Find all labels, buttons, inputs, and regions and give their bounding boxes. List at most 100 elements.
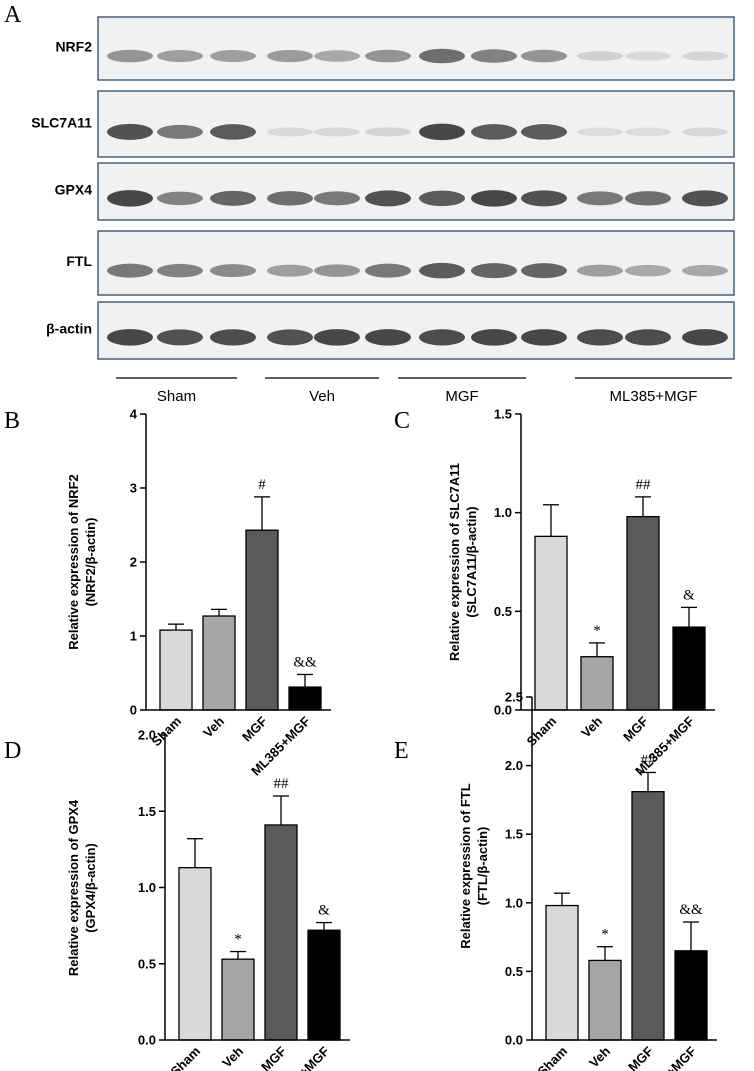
y-tick-label: 0.5 xyxy=(494,604,512,619)
category-label: MGF xyxy=(620,713,651,744)
blot-box xyxy=(97,301,735,360)
significance-label: * xyxy=(234,932,242,948)
blot-band xyxy=(157,124,203,139)
group-label: ML385+MGF xyxy=(610,388,698,405)
blot-label: β-actin xyxy=(46,320,92,336)
blot-box xyxy=(97,90,735,158)
y-tick-label: 0.0 xyxy=(505,1033,523,1048)
blot-band xyxy=(419,190,465,207)
panel-letter-a: A xyxy=(4,2,22,28)
blot-band xyxy=(267,127,313,137)
y-tick-label: 3 xyxy=(130,481,137,496)
significance-label: # xyxy=(258,477,266,493)
y-axis-label-line: (GPX4/β-actin) xyxy=(83,843,98,933)
blot-band xyxy=(157,50,203,63)
blot-label: NRF2 xyxy=(55,39,92,55)
blot-band xyxy=(107,329,153,346)
blot-band xyxy=(365,190,411,207)
y-tick-label: 1.0 xyxy=(138,880,156,895)
significance-label: & xyxy=(683,587,695,603)
blot-band xyxy=(682,190,728,207)
blot-band xyxy=(210,190,256,206)
y-axis-label-line: Relative expression of SLC7A11 xyxy=(447,463,462,661)
bar xyxy=(672,626,706,711)
significance-label: && xyxy=(293,654,317,670)
blot-band xyxy=(210,264,256,278)
blot-band xyxy=(521,124,567,140)
blot-box xyxy=(97,16,735,81)
y-tick-label: 0.0 xyxy=(138,1033,156,1048)
y-tick-label: 1.5 xyxy=(494,407,512,422)
y-axis-label-line: Relative expression of GPX4 xyxy=(66,799,81,976)
group-label: MGF xyxy=(445,388,478,405)
y-axis-label: Relative expression of FTL (FTL/β-actin) xyxy=(458,783,490,948)
bar xyxy=(545,904,579,1041)
y-axis-label-line: (NRF2/β-actin) xyxy=(83,518,98,607)
category-label: Veh xyxy=(219,1043,246,1070)
category-label: Sham xyxy=(523,714,559,750)
blot-band xyxy=(521,49,567,63)
blot-band xyxy=(107,49,153,63)
blot-band xyxy=(365,329,411,346)
blot-band xyxy=(107,263,153,278)
y-tick-label: 2 xyxy=(130,555,137,570)
category-label: MGF xyxy=(258,1043,289,1071)
category-label: MGF xyxy=(239,713,270,744)
bar xyxy=(159,629,193,711)
y-axis-label-line: Relative expression of FTL xyxy=(458,783,473,948)
panel-letter-e: E xyxy=(394,738,409,764)
blot-band xyxy=(625,127,671,137)
blot-band xyxy=(314,264,360,277)
blot-band xyxy=(419,262,465,279)
significance-label: ## xyxy=(274,776,290,792)
blot-band xyxy=(419,329,465,346)
blot-band xyxy=(267,264,313,277)
blot-band xyxy=(625,329,671,346)
y-tick-label: 1.0 xyxy=(494,505,512,520)
blot-band xyxy=(314,329,360,346)
bar xyxy=(626,515,660,711)
blot-band xyxy=(365,263,411,278)
bar xyxy=(178,867,212,1041)
blot-band xyxy=(471,263,517,279)
blot-band xyxy=(314,50,360,62)
blot-band xyxy=(577,329,623,346)
blot-band xyxy=(314,127,360,137)
significance-label: & xyxy=(318,903,330,919)
y-axis-label: Relative expression of NRF2 (NRF2/β-actin… xyxy=(66,474,98,650)
blot-band xyxy=(267,191,313,206)
blot-band xyxy=(471,329,517,346)
bar xyxy=(534,535,568,711)
y-tick-label: 1.5 xyxy=(138,804,156,819)
bar xyxy=(674,950,708,1041)
blot-band xyxy=(625,191,671,206)
blot-label: SLC7A11 xyxy=(31,114,92,130)
category-label: Sham xyxy=(534,1044,570,1071)
blot-band xyxy=(682,329,728,346)
blot-band xyxy=(625,264,671,277)
blot-band xyxy=(577,51,623,61)
category-label: Veh xyxy=(586,1043,613,1070)
blot-band xyxy=(157,191,203,206)
blot-band xyxy=(577,127,623,137)
blot-band xyxy=(521,329,567,346)
blot-band xyxy=(267,329,313,346)
category-label: Veh xyxy=(578,713,605,740)
y-tick-label: 1.5 xyxy=(505,827,523,842)
bar xyxy=(264,824,298,1041)
blot-box xyxy=(97,230,735,296)
bar xyxy=(307,929,341,1041)
bar xyxy=(631,791,665,1041)
chart-e: E0.00.51.01.52.02.5Sham*Veh##MGF&&ML385+… xyxy=(394,690,717,1071)
blot-band xyxy=(267,49,313,63)
blot-band xyxy=(107,123,153,140)
blot-band xyxy=(471,190,517,207)
blot-band xyxy=(471,124,517,140)
blot-label: FTL xyxy=(66,253,92,269)
chart-d: D0.00.51.01.52.0Sham*Veh##MGF&ML385+MGFR… xyxy=(4,728,350,1071)
blot-band xyxy=(682,51,728,61)
bar xyxy=(588,959,622,1041)
blot-band xyxy=(157,329,203,346)
